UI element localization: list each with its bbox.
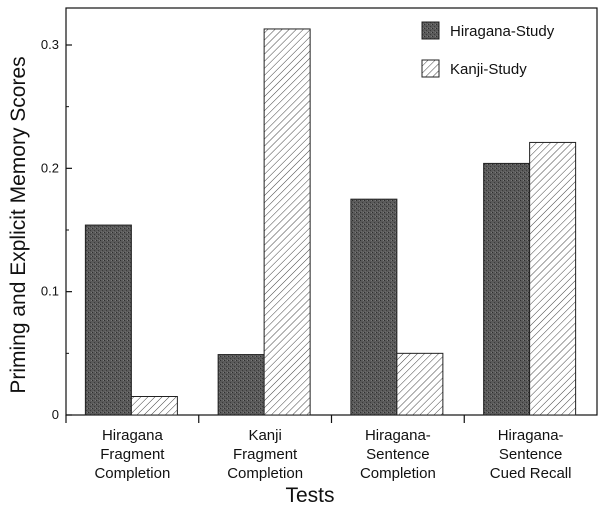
bar-hiragana-study: [84, 224, 132, 416]
plot-area: [65, 7, 598, 416]
category-label: Cued Recall: [490, 465, 572, 482]
x-axis-title: Tests: [285, 484, 334, 507]
category-label: Fragment: [100, 446, 165, 463]
category-label: Sentence: [366, 446, 429, 463]
category-label: Completion: [227, 465, 303, 482]
y-axis: 0 0.1 0.2 0.3: [41, 37, 72, 422]
legend-swatch: [421, 21, 440, 40]
bar-hiragana-study: [217, 354, 265, 416]
bar-hiragana-study: [350, 198, 398, 416]
y-axis-title: Priming and Explicit Memory Scores: [7, 56, 30, 393]
category-label: Kanji: [248, 427, 281, 444]
bar-kanji-study: [263, 28, 311, 416]
bar-kanji-study: [396, 352, 444, 416]
legend-swatch: [421, 59, 440, 78]
y-tick-label: 0: [52, 407, 59, 422]
category-label: Hiragana-: [365, 427, 431, 444]
bar-kanji-study: [130, 396, 178, 416]
legend-label: Hiragana-Study: [450, 23, 555, 40]
category-label: Hiragana-: [498, 427, 564, 444]
x-axis: Hiragana Fragment Completion Kanji Fragment C…: [65, 415, 572, 482]
legend-label: Kanji-Study: [450, 61, 527, 78]
y-tick-label: 0.1: [41, 284, 59, 299]
bar-kanji-study: [529, 141, 577, 416]
legend: Hiragana-Study Kanji-Study: [421, 21, 555, 78]
category-label: Sentence: [499, 446, 562, 463]
category-label: Completion: [94, 465, 170, 482]
y-tick-label: 0.2: [41, 160, 59, 175]
y-tick-label: 0.3: [41, 37, 59, 52]
bar-hiragana-study: [483, 162, 531, 416]
category-label: Fragment: [233, 446, 298, 463]
category-label: Completion: [360, 465, 436, 482]
category-label: Hiragana: [102, 427, 164, 444]
